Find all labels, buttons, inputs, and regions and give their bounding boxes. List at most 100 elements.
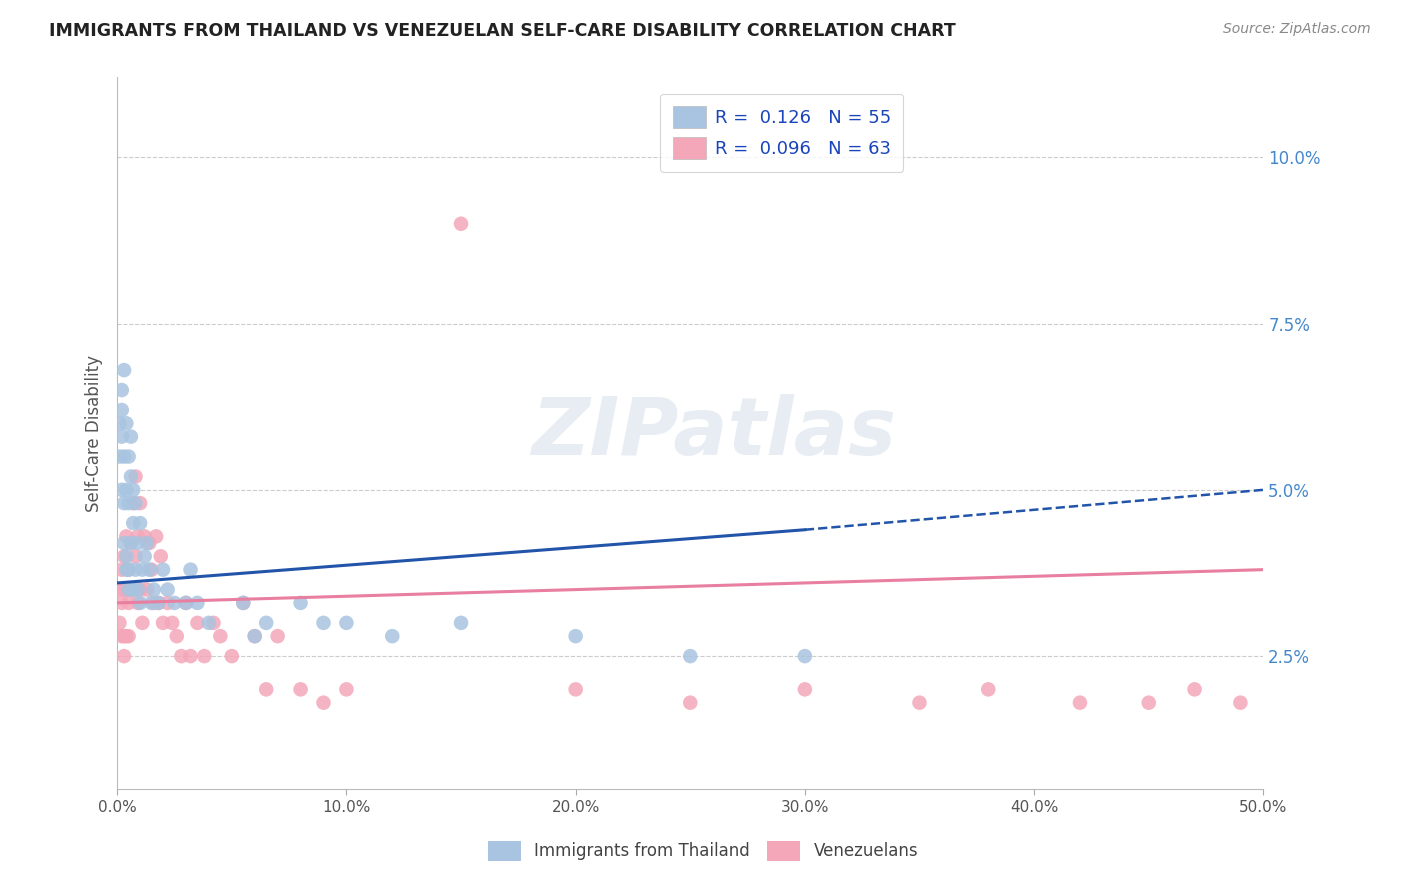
Point [564, 629, 586, 643]
Point [174, 596, 197, 610]
Point [174, 596, 197, 610]
Point [129, 582, 152, 597]
Legend: R =  0.126   N = 55, R =  0.096   N = 63: R = 0.126 N = 55, R = 0.096 N = 63 [661, 94, 904, 172]
Point [148, 596, 170, 610]
Point [111, 429, 134, 443]
Point [679, 696, 702, 710]
Point [112, 549, 135, 564]
Point [450, 615, 472, 630]
Point [115, 549, 138, 564]
Point [160, 615, 183, 630]
Point [115, 529, 138, 543]
Point [122, 496, 145, 510]
Point [111, 403, 134, 417]
Point [152, 615, 174, 630]
Point [232, 596, 254, 610]
Point [122, 582, 145, 597]
Point [120, 536, 142, 550]
Point [977, 682, 1000, 697]
Point [112, 450, 135, 464]
Point [108, 417, 131, 431]
Point [127, 582, 149, 597]
Point [124, 496, 146, 510]
Point [112, 496, 135, 510]
Point [129, 596, 152, 610]
Point [1184, 682, 1206, 697]
Point [793, 682, 815, 697]
Point [118, 563, 141, 577]
Legend: Immigrants from Thailand, Venezuelans: Immigrants from Thailand, Venezuelans [481, 834, 925, 868]
Point [141, 563, 163, 577]
Point [120, 582, 142, 597]
Point [679, 649, 702, 664]
Point [120, 536, 142, 550]
Point [115, 629, 138, 643]
Point [193, 649, 215, 664]
Point [148, 596, 170, 610]
Point [115, 417, 138, 431]
Point [232, 596, 254, 610]
Point [290, 682, 312, 697]
Point [118, 496, 141, 510]
Point [138, 563, 160, 577]
Text: IMMIGRANTS FROM THAILAND VS VENEZUELAN SELF-CARE DISABILITY CORRELATION CHART: IMMIGRANTS FROM THAILAND VS VENEZUELAN S… [49, 22, 956, 40]
Point [312, 696, 335, 710]
Point [243, 629, 266, 643]
Point [166, 629, 188, 643]
Point [209, 629, 232, 643]
Point [381, 629, 404, 643]
Point [112, 629, 135, 643]
Point [156, 596, 179, 610]
Point [243, 629, 266, 643]
Point [122, 516, 145, 530]
Point [108, 450, 131, 464]
Point [108, 582, 131, 597]
Point [141, 596, 163, 610]
Point [124, 469, 146, 483]
Point [127, 596, 149, 610]
Point [908, 696, 931, 710]
Point [115, 563, 138, 577]
Point [1137, 696, 1160, 710]
Point [198, 615, 221, 630]
Point [115, 483, 138, 497]
Point [221, 649, 243, 664]
Point [127, 536, 149, 550]
Point [129, 516, 152, 530]
Point [120, 469, 142, 483]
Point [186, 615, 208, 630]
Point [131, 563, 153, 577]
Point [163, 596, 186, 610]
Point [118, 582, 141, 597]
Point [112, 582, 135, 597]
Point [134, 549, 156, 564]
Point [112, 536, 135, 550]
Point [450, 217, 472, 231]
Point [118, 596, 141, 610]
Point [136, 536, 159, 550]
Point [120, 429, 142, 443]
Point [118, 629, 141, 643]
Point [335, 682, 357, 697]
Point [138, 536, 160, 550]
Point [266, 629, 288, 643]
Point [112, 363, 135, 377]
Point [335, 615, 357, 630]
Point [118, 450, 141, 464]
Point [180, 649, 202, 664]
Point [202, 615, 225, 630]
Point [111, 629, 134, 643]
Point [112, 649, 135, 664]
Point [170, 649, 193, 664]
Point [145, 529, 167, 543]
Y-axis label: Self-Care Disability: Self-Care Disability [86, 355, 103, 512]
Point [115, 582, 138, 597]
Point [290, 596, 312, 610]
Point [564, 682, 586, 697]
Point [108, 615, 131, 630]
Point [118, 563, 141, 577]
Point [129, 496, 152, 510]
Point [142, 582, 165, 597]
Text: ZIPatlas: ZIPatlas [530, 394, 896, 472]
Point [1069, 696, 1091, 710]
